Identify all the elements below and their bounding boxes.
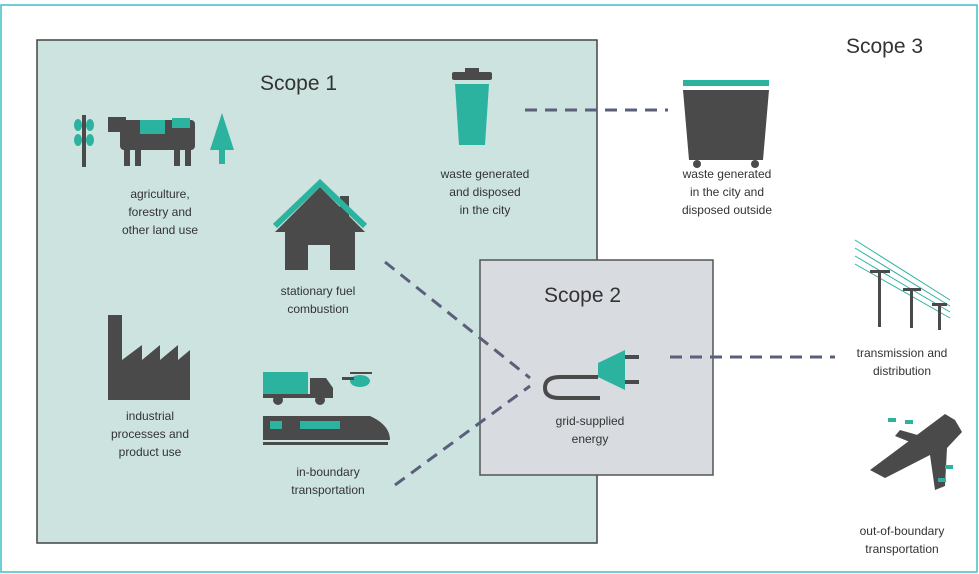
node-label: combustion	[287, 302, 348, 316]
node-label: energy	[572, 432, 609, 446]
node-label: distribution	[873, 364, 931, 378]
node-label: product use	[119, 445, 182, 459]
node-label: other land use	[122, 223, 198, 237]
node-label: industrial	[126, 409, 174, 423]
node-label: waste generated	[682, 167, 772, 181]
waste-bin-icon	[452, 68, 492, 145]
transport-icon	[263, 372, 390, 445]
node-label: stationary fuel	[281, 284, 356, 298]
labels: agriculture, forestry and other land use wa…	[111, 167, 947, 556]
node-label: forestry and	[128, 205, 191, 219]
node-label: disposed outside	[682, 203, 772, 217]
scope-title: Scope 1	[260, 72, 337, 95]
node-label: grid-supplied	[556, 414, 625, 428]
node-label: agriculture,	[130, 187, 189, 201]
connectors	[384, 108, 835, 487]
agriculture-icon	[74, 113, 234, 167]
node-label: waste generated	[440, 167, 530, 181]
house-icon	[272, 178, 368, 270]
node-label: transmission and	[857, 346, 948, 360]
node-label: in the city	[460, 203, 511, 217]
node-label: transportation	[291, 483, 364, 497]
factory-icon	[108, 315, 190, 400]
node-label: transportation	[865, 542, 938, 556]
scope-title: Scope 2	[544, 284, 621, 307]
scope-title: Scope 3	[846, 35, 923, 58]
plug-icon	[542, 350, 639, 400]
node-label: in-boundary	[296, 465, 359, 479]
plane-icon	[870, 414, 962, 490]
dumpster-icon	[683, 80, 769, 168]
node-label: in the city and	[690, 185, 764, 199]
node-label: and disposed	[449, 185, 520, 199]
power-line-icon	[854, 239, 951, 330]
node-label: out-of-boundary	[860, 524, 945, 538]
node-label: processes and	[111, 427, 189, 441]
